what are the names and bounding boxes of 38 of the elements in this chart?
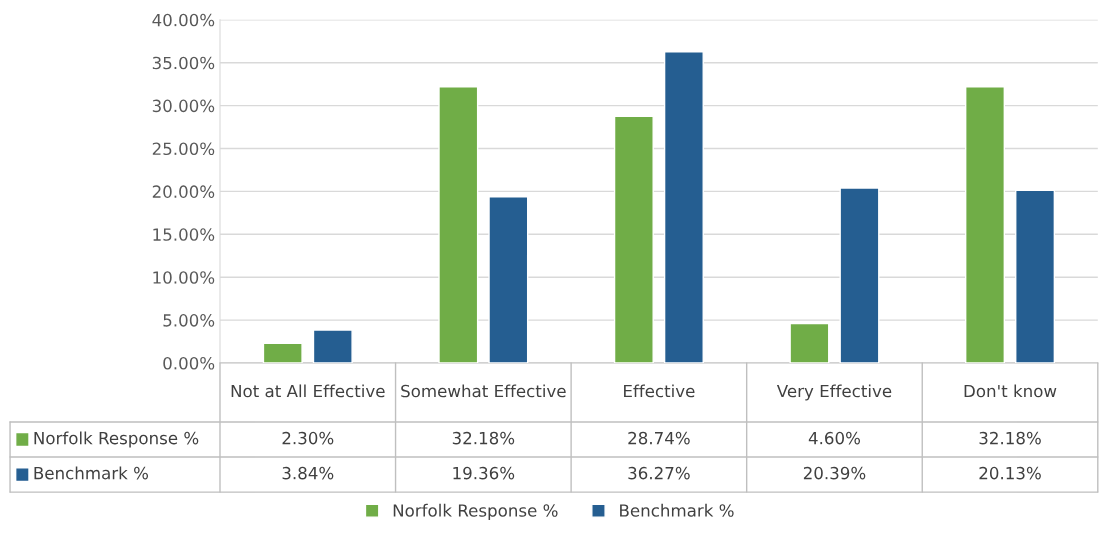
- data-label: 3.84%: [282, 466, 334, 480]
- y-tick-label: 5.00%: [163, 314, 215, 327]
- bar: [839, 187, 880, 363]
- bar: [262, 342, 303, 363]
- y-tick-label: 25.00%: [152, 142, 215, 156]
- legend-label: Benchmark %: [620, 503, 734, 517]
- x-tick-label: Very Effective: [776, 384, 892, 401]
- data-label: 4.60%: [808, 431, 861, 445]
- data-label: 28.74%: [628, 431, 690, 445]
- data-label: 32.18%: [452, 431, 515, 445]
- data-label: 36.27%: [628, 466, 690, 480]
- bar: [663, 51, 704, 363]
- y-tick-label: 30.00%: [152, 99, 215, 113]
- data-label: 19.36%: [453, 466, 515, 480]
- y-tick-label: 10.00%: [153, 271, 215, 284]
- x-tick-label: Don't know: [964, 384, 1057, 398]
- y-tick-label: 15.00%: [153, 228, 215, 241]
- data-label: 20.13%: [979, 466, 1041, 480]
- data-label: 2.30%: [282, 431, 334, 445]
- legend-label: Norfolk Response %: [34, 431, 199, 448]
- x-tick-label: Effective: [624, 384, 695, 398]
- y-tick-label: 35.00%: [152, 56, 215, 70]
- data-label: 32.18%: [979, 431, 1041, 445]
- y-tick-label: 40.00%: [152, 13, 215, 27]
- bar: [613, 115, 654, 363]
- y-tick-label: 0.00%: [163, 356, 215, 370]
- y-tick-label: 20.00%: [152, 185, 215, 198]
- bar: [438, 86, 479, 363]
- bar: [1015, 189, 1056, 363]
- data-label: 20.39%: [803, 466, 866, 480]
- bar: [964, 86, 1006, 363]
- x-tick-label: Not at All Effective: [231, 384, 385, 398]
- text: Norfolk Response %: [393, 503, 558, 520]
- bar: [488, 196, 529, 363]
- x-tick-label: Somewhat Effective: [401, 384, 566, 398]
- bar: [312, 329, 353, 363]
- text: Benchmark %: [34, 466, 149, 480]
- bar: [789, 322, 830, 363]
